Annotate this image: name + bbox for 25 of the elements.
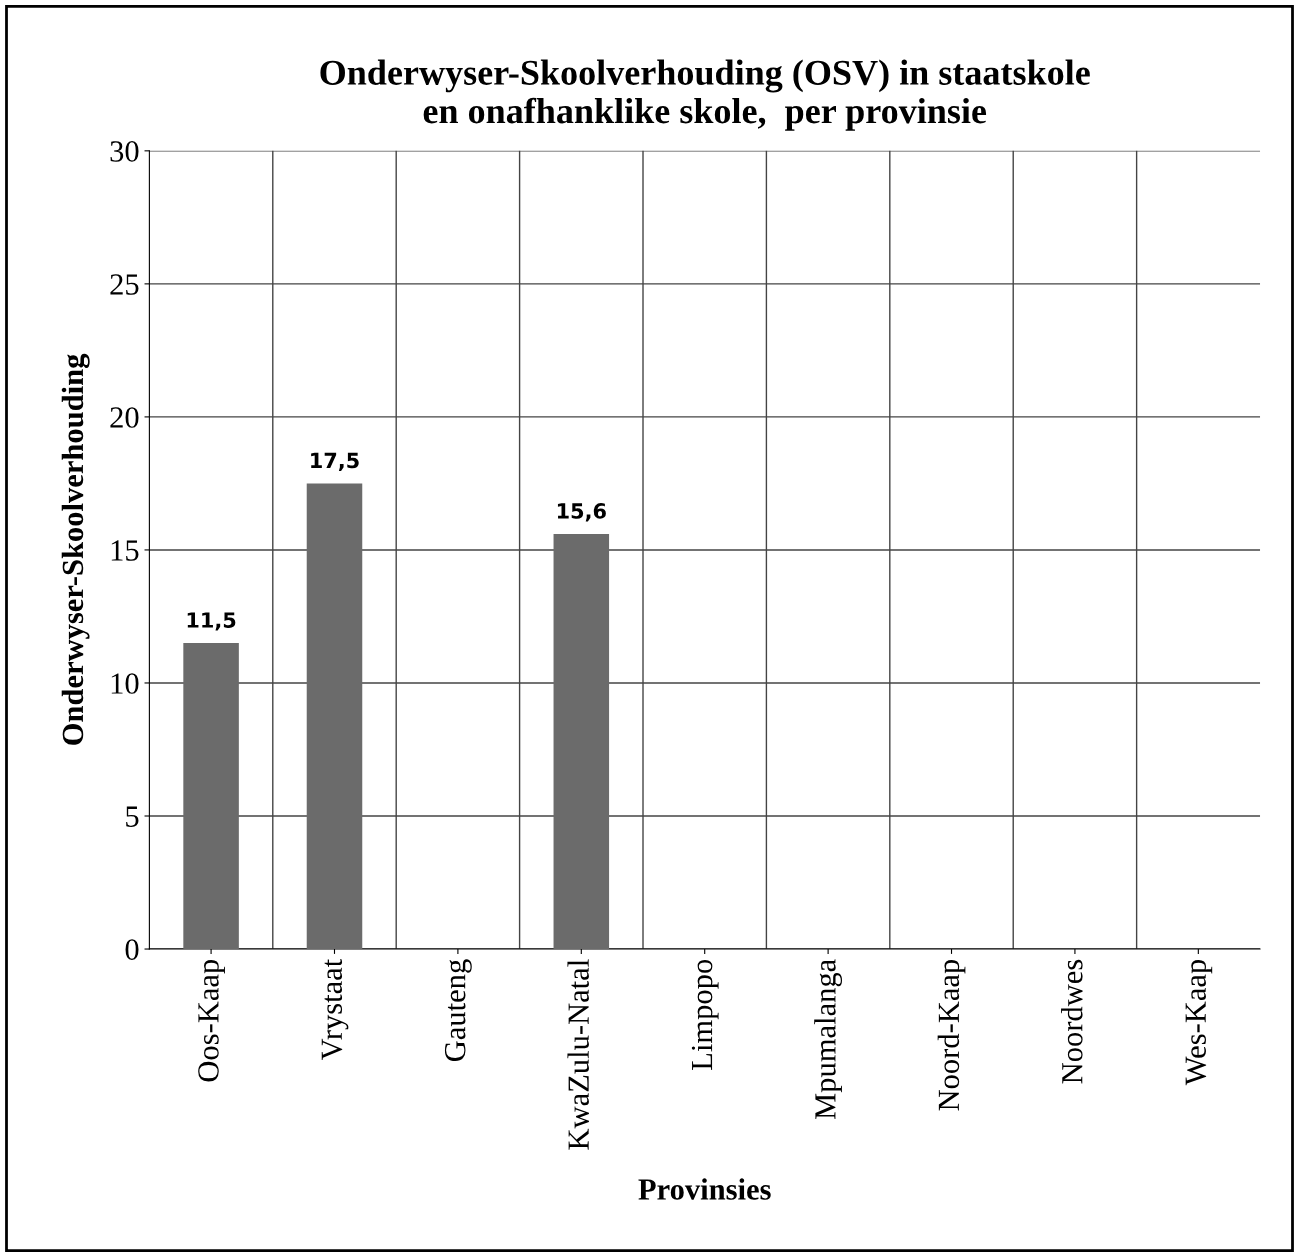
x-tick-label: Vrystaat bbox=[321, 958, 349, 1061]
x-tick-label: Gauteng bbox=[444, 959, 472, 1062]
data-label: 15,6 bbox=[557, 503, 606, 522]
bar bbox=[306, 483, 363, 950]
y-tick-label: 20 bbox=[110, 407, 139, 428]
x-tick-label: Limpopo bbox=[691, 959, 719, 1070]
x-tick-label: KwaZulu-Natal bbox=[567, 959, 589, 1150]
data-label: 17,5 bbox=[311, 452, 359, 471]
y-tick-label: 30 bbox=[110, 141, 139, 162]
x-tick-label: Noordwes bbox=[1061, 959, 1083, 1084]
y-axis-title: Onderwyser-Skoolverhouding bbox=[61, 353, 90, 745]
x-axis-title: Provinsies bbox=[638, 1178, 771, 1200]
x-tick-label: Noord-Kaap bbox=[937, 959, 966, 1111]
chart-title: Onderwyser-Skoolverhouding (OSV) in staatskole en onafhanklike skole, per provinsie bbox=[320, 59, 1090, 131]
y-tick-label: 10 bbox=[111, 673, 139, 694]
bar bbox=[553, 533, 610, 950]
y-tick-label: 25 bbox=[110, 274, 139, 295]
x-tick-label: Wes-Kaap bbox=[1185, 959, 1213, 1086]
bar bbox=[183, 643, 239, 950]
data-label: 11,5 bbox=[187, 612, 236, 631]
x-tick-label: Oos-Kaap bbox=[198, 959, 225, 1082]
y-tick-label: 0 bbox=[125, 939, 139, 960]
y-tick-label: 5 bbox=[126, 806, 139, 827]
y-tick-label: 15 bbox=[111, 540, 139, 561]
x-tick-label: Mpumalanga bbox=[814, 959, 843, 1120]
